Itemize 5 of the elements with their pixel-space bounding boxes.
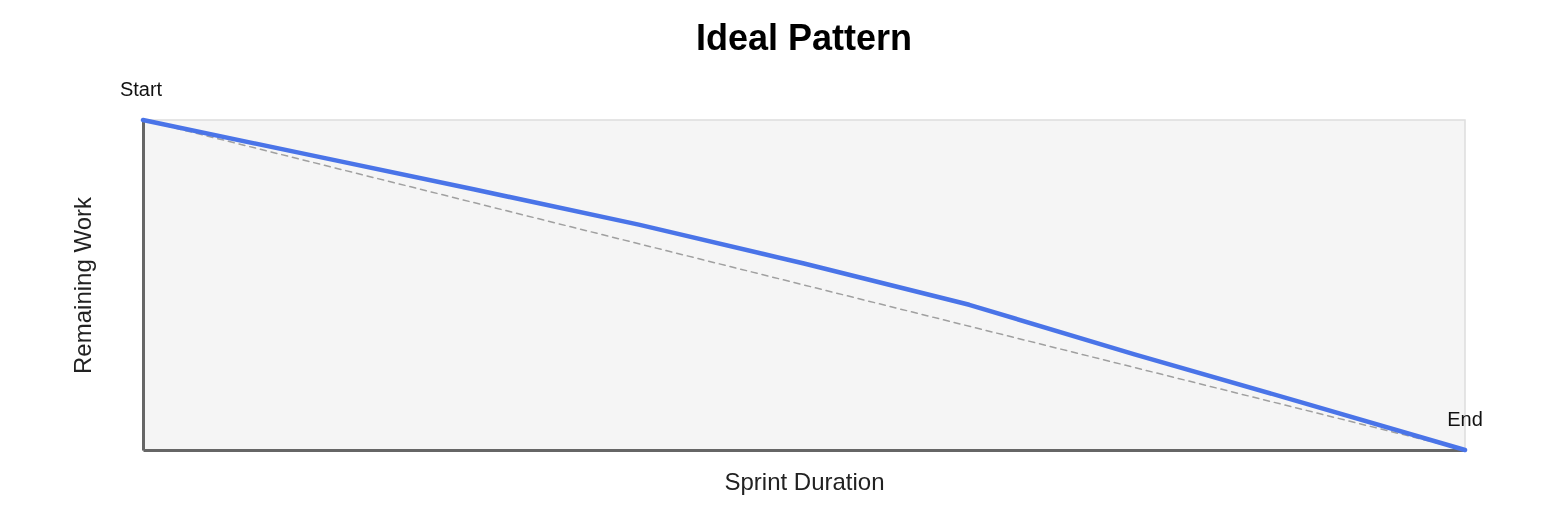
annotation: End — [1447, 408, 1483, 430]
chart-title: Ideal Pattern — [695, 17, 913, 58]
x-axis-title: Sprint Duration — [724, 467, 885, 495]
y-axis-title: Remaining Work — [68, 196, 96, 374]
annotation: Start — [119, 78, 163, 100]
